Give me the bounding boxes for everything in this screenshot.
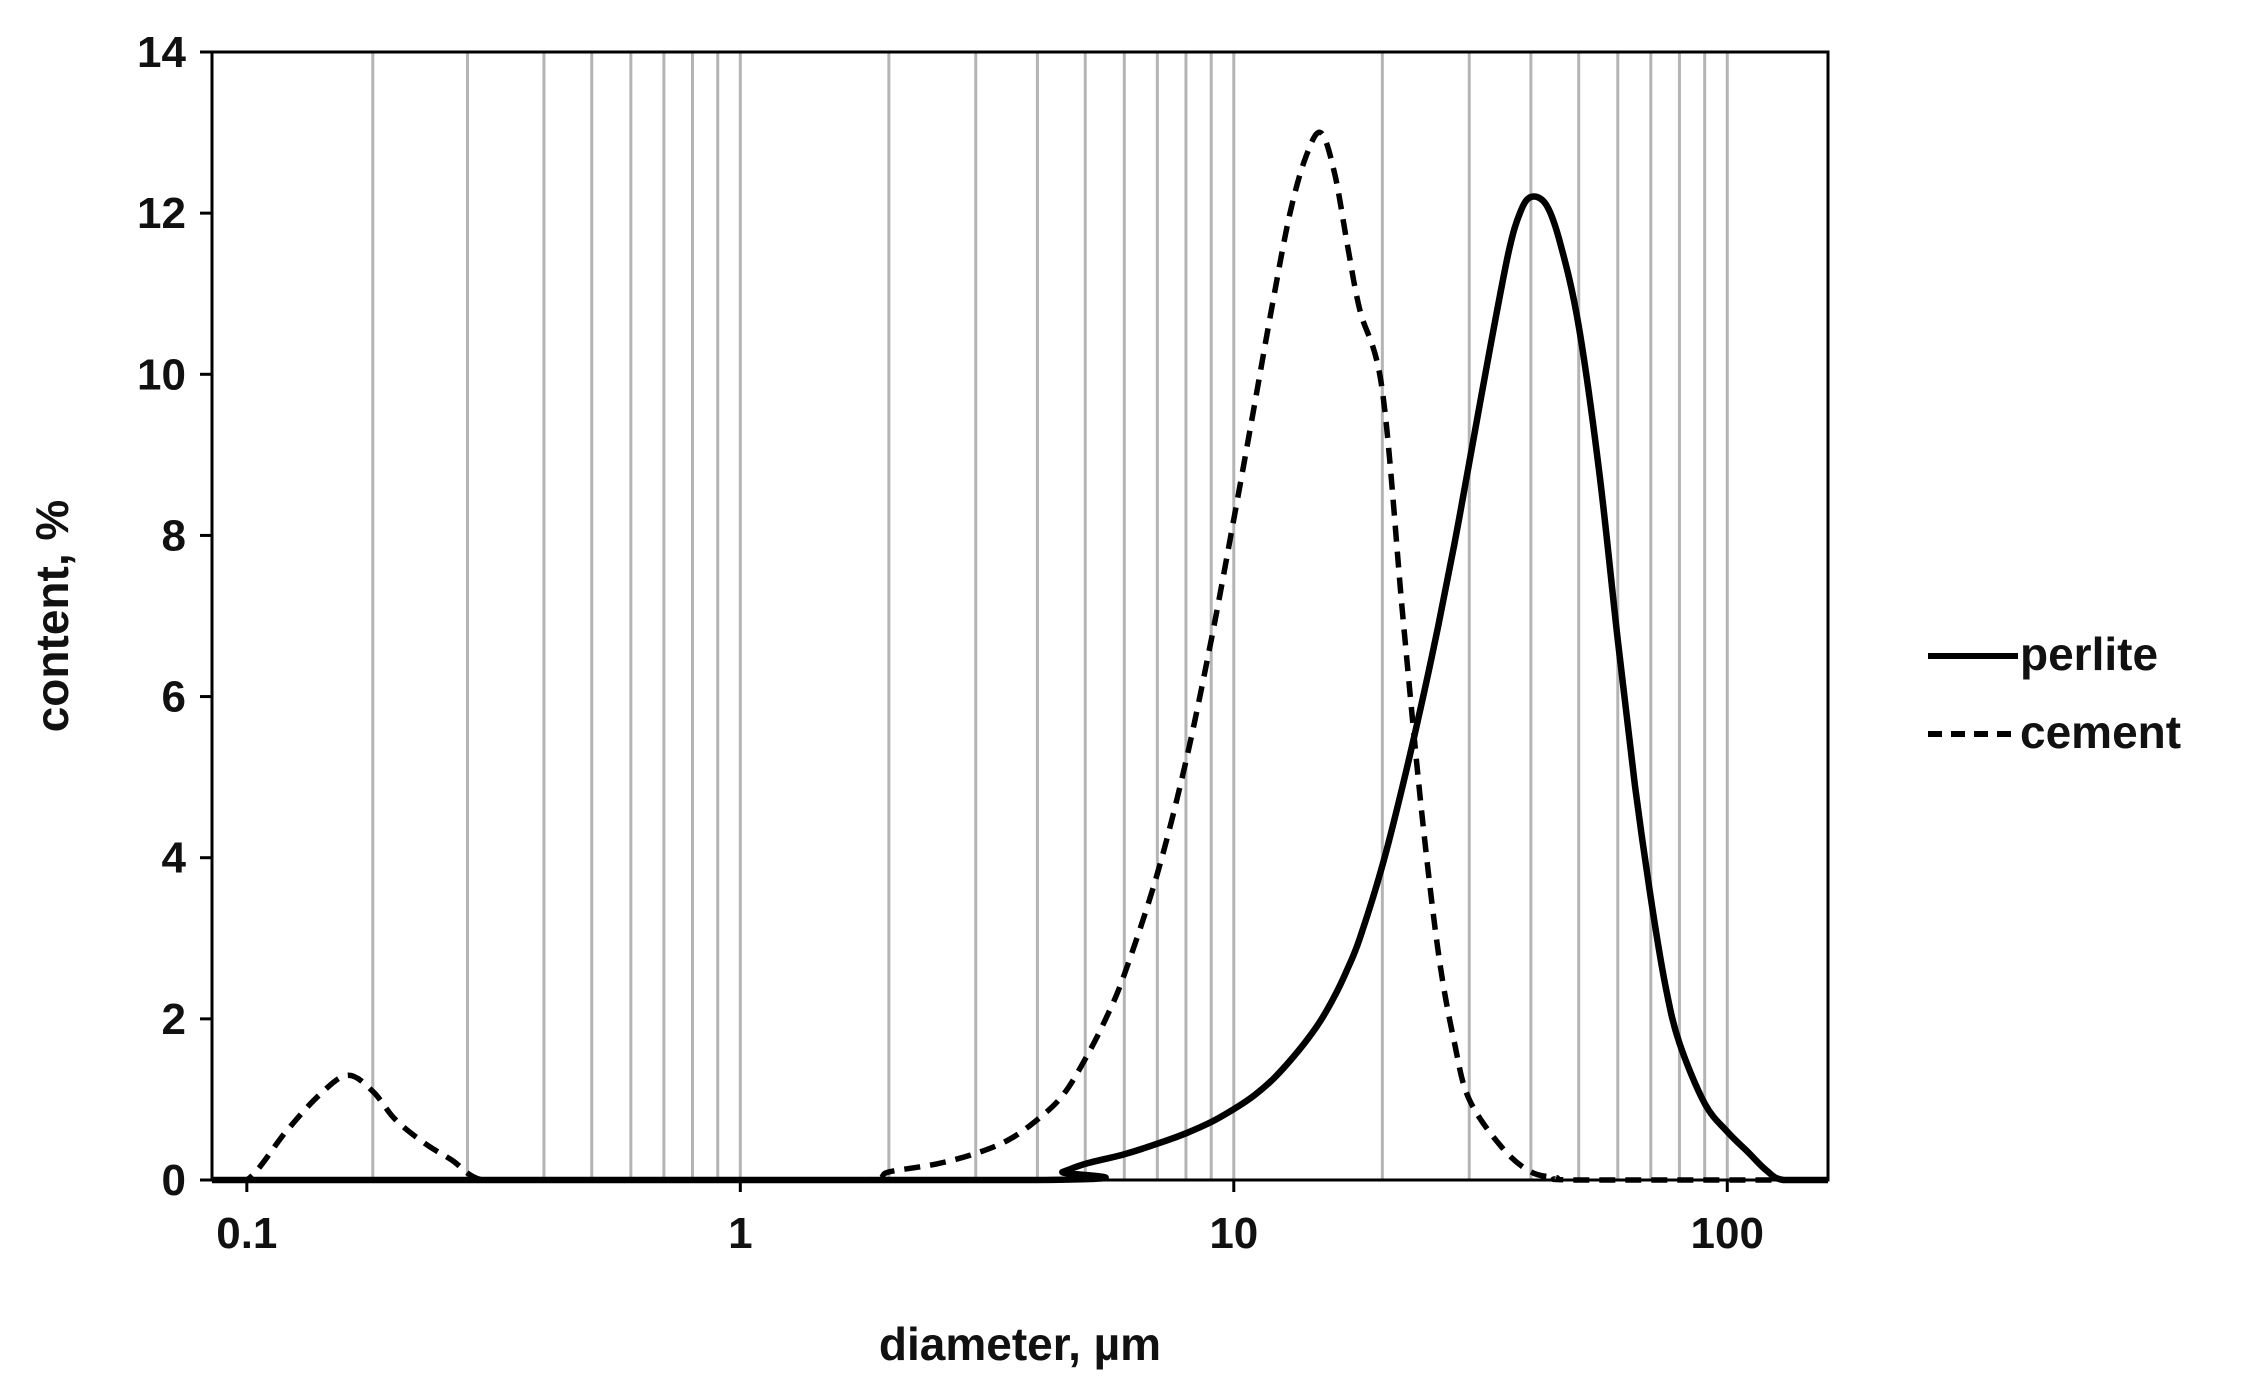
series-line-cement bbox=[212, 129, 1828, 1183]
x-axis-title: diameter, µm bbox=[879, 1318, 1161, 1370]
y-axis-title: content, % bbox=[26, 500, 78, 733]
x-tick-label: 1 bbox=[728, 1209, 752, 1258]
y-tick-label: 0 bbox=[162, 1156, 186, 1205]
y-tick-label: 10 bbox=[137, 350, 186, 399]
y-tick-label: 2 bbox=[162, 995, 186, 1044]
y-tick-label: 12 bbox=[137, 189, 186, 238]
y-tick-label: 14 bbox=[137, 28, 186, 77]
y-tick-label: 4 bbox=[162, 834, 187, 883]
legend-label-cement: cement bbox=[2020, 706, 2181, 758]
y-tick-label: 8 bbox=[162, 511, 186, 560]
x-tick-label: 100 bbox=[1691, 1209, 1764, 1258]
y-tick-label: 6 bbox=[162, 673, 186, 722]
grid-lines bbox=[371, 52, 1729, 1180]
plot-frame bbox=[210, 50, 1830, 1182]
legend: perlite cement bbox=[1928, 628, 2181, 758]
x-axis: 0.1 1 10 100 bbox=[216, 1180, 1764, 1258]
legend-label-perlite: perlite bbox=[2020, 628, 2158, 680]
series-layer bbox=[212, 129, 1828, 1184]
series-line-perlite bbox=[212, 193, 1828, 1184]
x-tick-label: 10 bbox=[1209, 1209, 1258, 1258]
x-tick-label: 0.1 bbox=[216, 1209, 277, 1258]
y-axis: 0 2 4 6 8 10 12 14 bbox=[137, 28, 212, 1205]
